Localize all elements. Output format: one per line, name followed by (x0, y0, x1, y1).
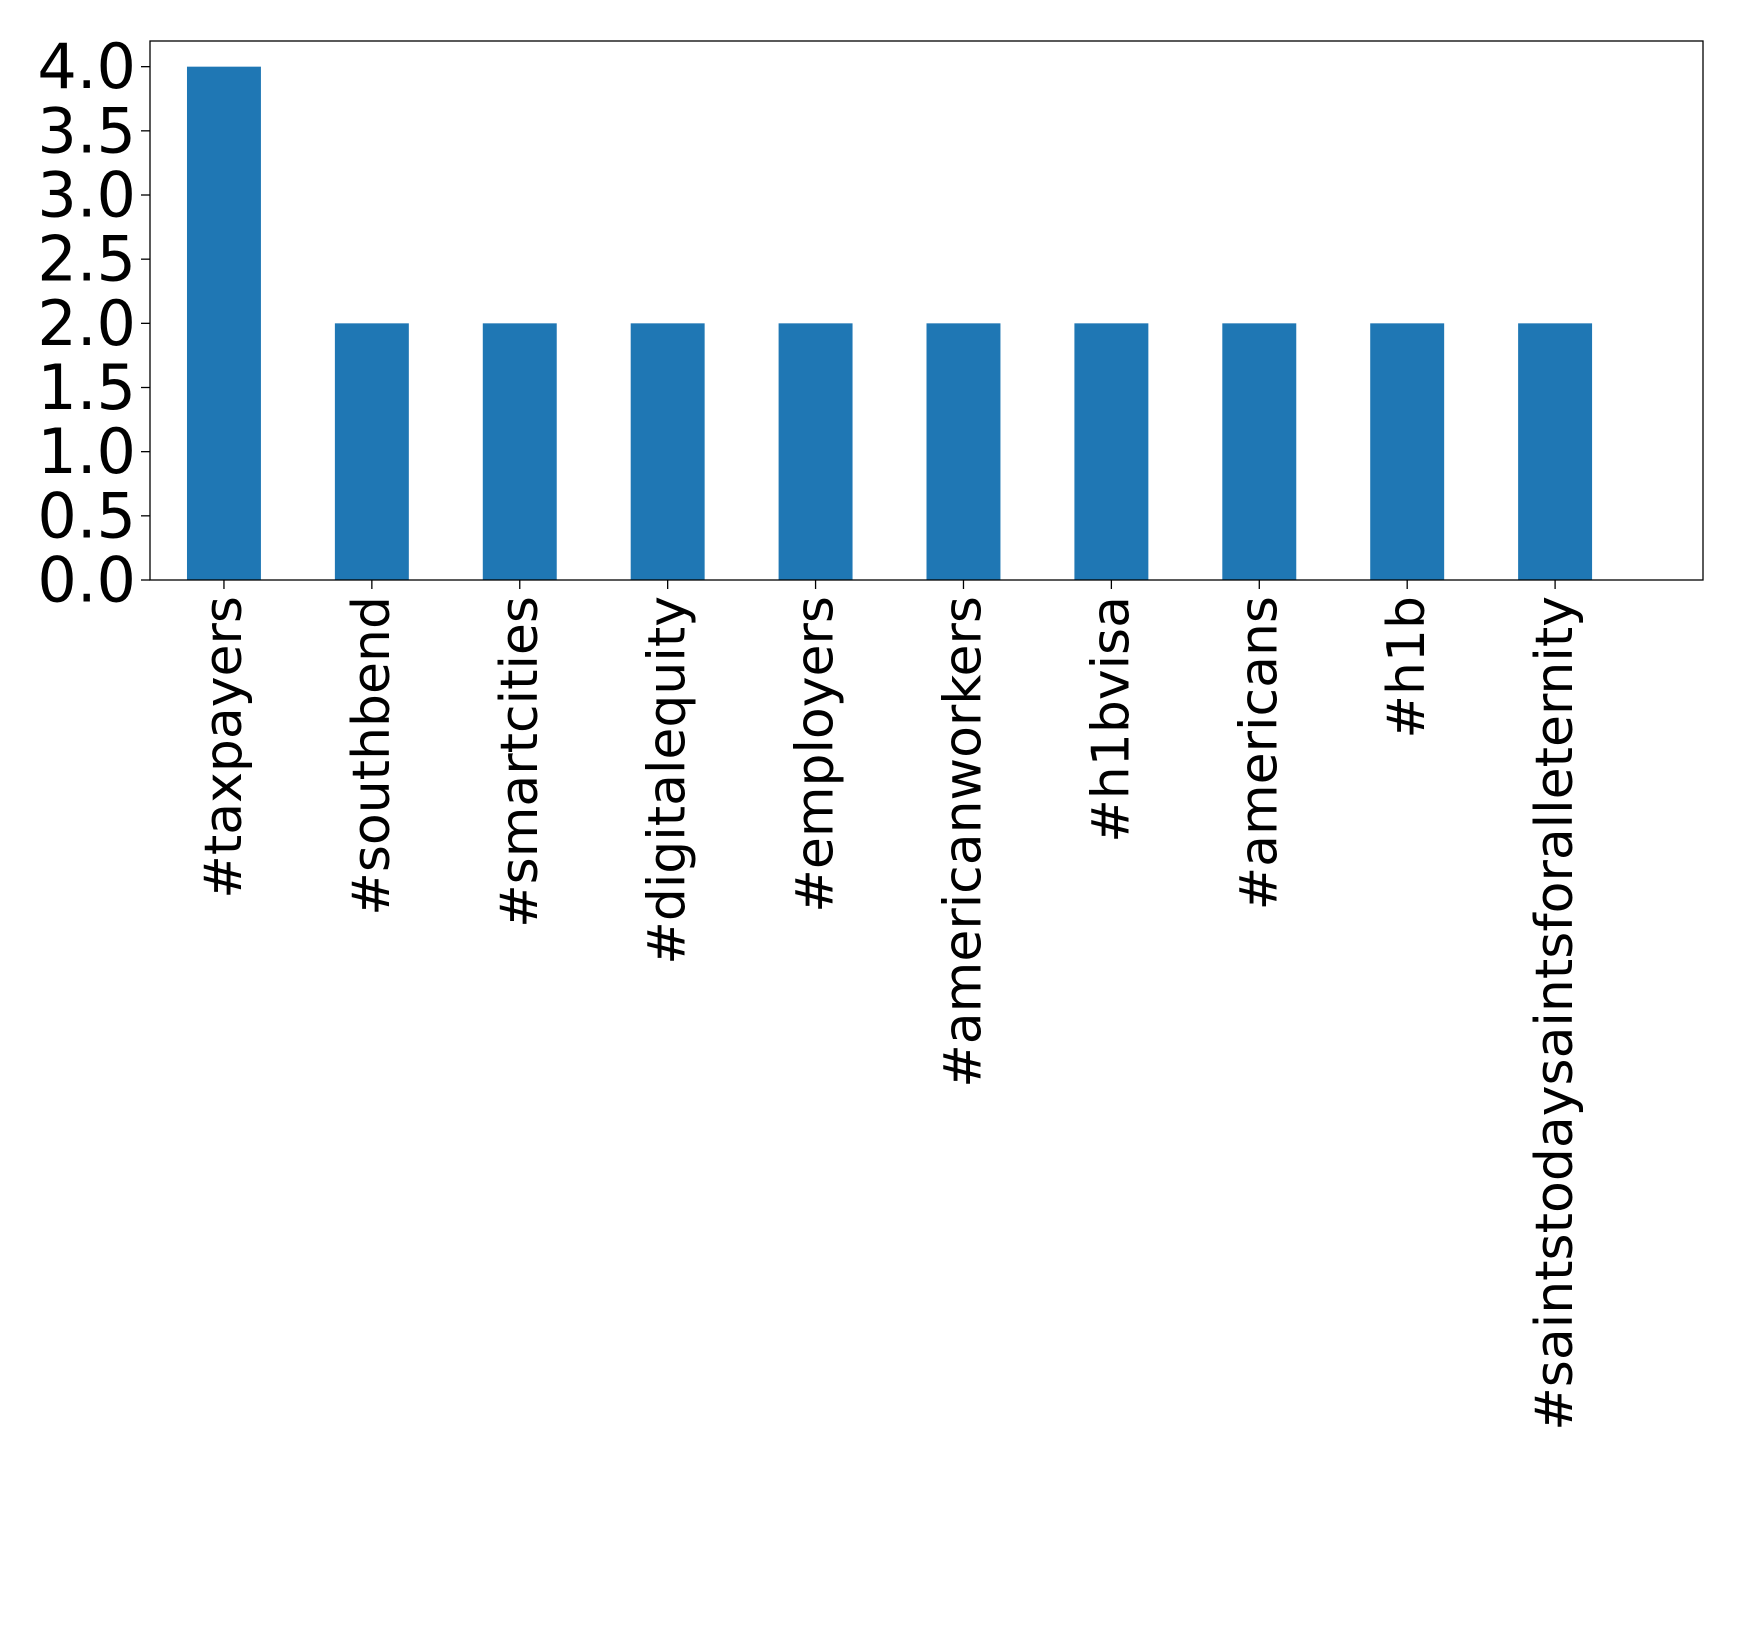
bar-h1bvisa (1074, 323, 1149, 580)
x-tick-label: #southbend (342, 596, 402, 916)
y-tick-label: 1.0 (37, 415, 136, 488)
bar-h1b (1370, 323, 1445, 580)
x-tick-label: #saintstodaysaintsforalleternity (1525, 596, 1585, 1431)
x-tick-label: #digitalequity (638, 596, 698, 965)
x-tick-label: #employers (786, 596, 846, 913)
bar-digitalequity (630, 323, 705, 580)
plot-frame (149, 40, 1704, 581)
y-tick-label: 2.5 (37, 223, 136, 296)
bar-americanworkers (926, 323, 1001, 580)
bar-taxpayers (186, 66, 261, 580)
y-tick-label: 4.0 (37, 30, 136, 103)
bar-saintstodaysaintsforalleternity (1518, 323, 1593, 580)
x-axis-ticks: #taxpayers #southbend #smartcities #digital… (194, 580, 1585, 1431)
y-tick-label: 0.0 (37, 544, 136, 617)
x-tick-label: #americans (1229, 596, 1289, 910)
y-tick-label: 0.5 (37, 479, 136, 552)
bar-employers (778, 323, 853, 580)
bars-group (186, 66, 1593, 580)
y-tick-label: 2.0 (37, 287, 136, 360)
x-tick-label: #americanworkers (933, 596, 993, 1088)
x-tick-label: #h1bvisa (1081, 596, 1141, 843)
y-tick-label: 3.5 (37, 94, 136, 167)
x-tick-label: #smartcities (490, 596, 550, 928)
x-tick-label: #h1b (1377, 596, 1437, 739)
bar-southbend (334, 323, 409, 580)
y-tick-label: 3.0 (37, 159, 136, 232)
bar-americans (1222, 323, 1297, 580)
bar-smartcities (482, 323, 557, 580)
y-axis-ticks: 0.00.51.01.52.02.53.03.54.0 (37, 30, 150, 617)
x-tick-label: #taxpayers (194, 596, 254, 899)
y-tick-label: 1.5 (37, 351, 136, 424)
